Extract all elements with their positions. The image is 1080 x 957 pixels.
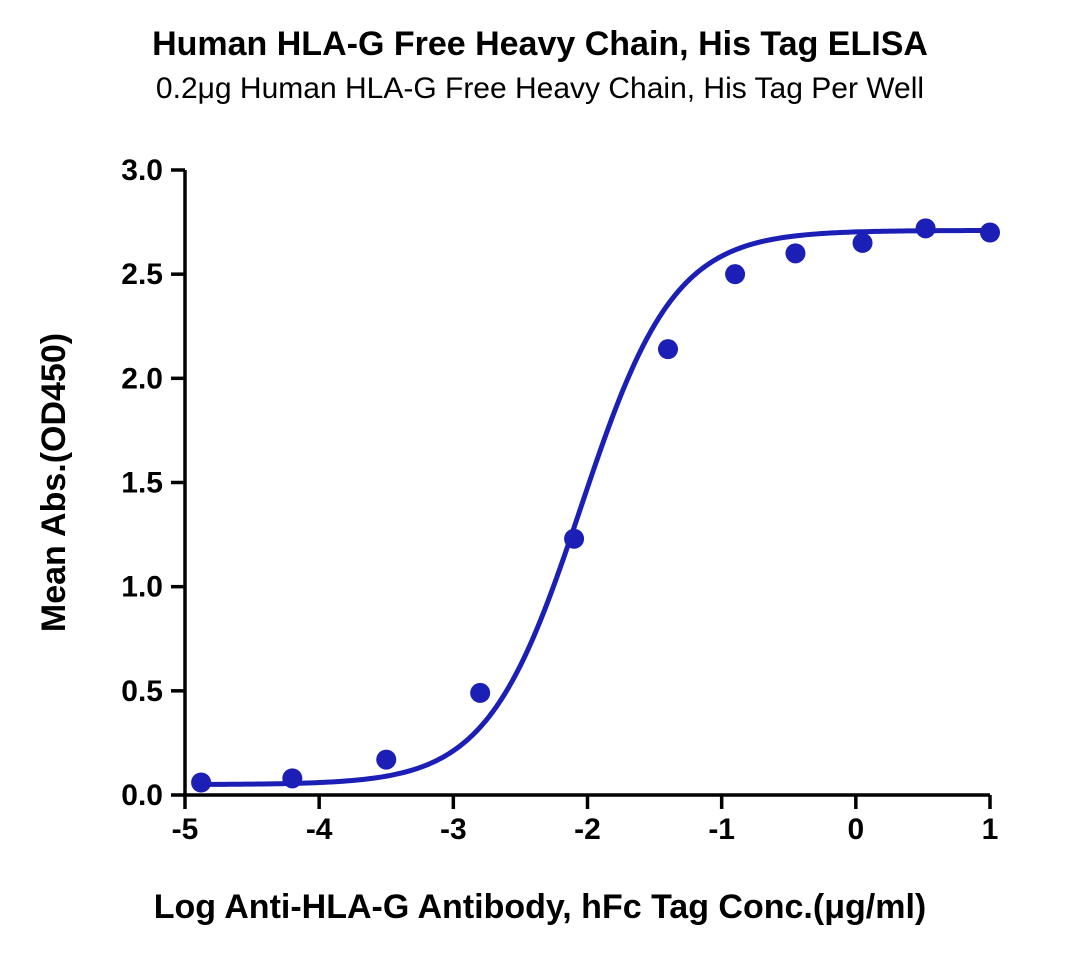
data-marker bbox=[658, 339, 678, 359]
xtick-label: 0 bbox=[847, 813, 864, 846]
markers-group bbox=[191, 218, 1000, 792]
ytick-label: 3.0 bbox=[121, 154, 163, 187]
data-marker bbox=[725, 264, 745, 284]
data-marker bbox=[916, 218, 936, 238]
xtick-label: -4 bbox=[306, 813, 333, 846]
xtick-label: 1 bbox=[982, 813, 999, 846]
ytick-label: 1.0 bbox=[121, 571, 163, 604]
yticks-group: 0.0 0.5 1.0 1.5 2.0 2.5 3.0 bbox=[121, 154, 185, 812]
data-marker bbox=[470, 683, 490, 703]
data-marker bbox=[191, 773, 211, 793]
plot-svg: -5 -4 -3 -2 -1 0 1 0.0 0.5 1.0 1.5 2.0 2.5 3.0 bbox=[0, 0, 1080, 957]
xtick-label: -1 bbox=[708, 813, 735, 846]
ytick-label: 0.0 bbox=[121, 779, 163, 812]
data-marker bbox=[564, 529, 584, 549]
xticks-group: -5 -4 -3 -2 -1 0 1 bbox=[172, 795, 999, 846]
data-marker bbox=[376, 750, 396, 770]
chart-container: Human HLA-G Free Heavy Chain, His Tag EL… bbox=[0, 0, 1080, 957]
fit-curve bbox=[201, 231, 990, 785]
xtick-label: -2 bbox=[574, 813, 601, 846]
data-marker bbox=[853, 233, 873, 253]
ytick-label: 1.5 bbox=[121, 467, 163, 500]
ytick-label: 2.5 bbox=[121, 258, 163, 291]
data-marker bbox=[785, 243, 805, 263]
data-marker bbox=[980, 223, 1000, 243]
xtick-label: -5 bbox=[172, 813, 199, 846]
ytick-label: 0.5 bbox=[121, 675, 163, 708]
xtick-label: -3 bbox=[440, 813, 467, 846]
ytick-label: 2.0 bbox=[121, 362, 163, 395]
data-marker bbox=[282, 768, 302, 788]
